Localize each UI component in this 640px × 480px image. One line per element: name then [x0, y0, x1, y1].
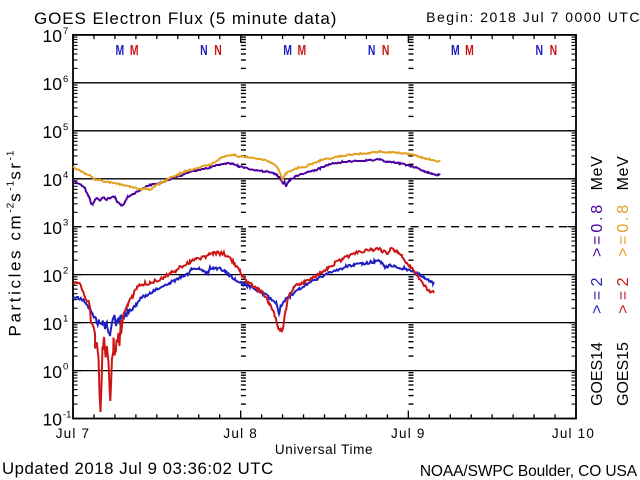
svg-text:>=0.8: >=0.8: [615, 202, 632, 257]
svg-text:>=2: >=2: [615, 273, 632, 314]
svg-text:M: M: [283, 42, 292, 58]
svg-text:M: M: [130, 42, 139, 58]
svg-text:GOES14: GOES14: [589, 342, 606, 406]
svg-text:MeV: MeV: [615, 156, 632, 191]
svg-text:M: M: [451, 42, 460, 58]
svg-text:10: 10: [43, 362, 63, 382]
svg-text:GOES Electron Flux (5 minute d: GOES Electron Flux (5 minute data): [34, 9, 337, 28]
svg-text:M: M: [298, 42, 307, 58]
svg-text:N: N: [214, 42, 222, 58]
svg-text:N: N: [382, 42, 390, 58]
svg-text:0: 0: [63, 362, 68, 373]
svg-text:10: 10: [43, 170, 63, 190]
svg-text:Jul 7: Jul 7: [56, 426, 91, 441]
svg-text:>=2: >=2: [589, 273, 606, 314]
svg-text:M: M: [465, 42, 474, 58]
svg-text:10: 10: [43, 314, 63, 334]
svg-text:10: 10: [43, 410, 63, 430]
svg-text:NOAA/SWPC Boulder, CO USA: NOAA/SWPC Boulder, CO USA: [420, 463, 638, 480]
svg-text:7: 7: [63, 26, 68, 37]
svg-text:N: N: [200, 42, 208, 58]
svg-text:10: 10: [43, 266, 63, 286]
svg-text:1: 1: [63, 314, 68, 325]
svg-text:Jul 10: Jul 10: [552, 426, 595, 441]
svg-text:3: 3: [63, 218, 68, 229]
svg-text:6: 6: [63, 74, 68, 85]
svg-text:10: 10: [43, 218, 63, 238]
svg-text:N: N: [536, 42, 544, 58]
svg-text:Updated 2018 Jul 9 03:36:02 U: Updated 2018 Jul 9 03:36:02 UTC: [2, 459, 274, 478]
svg-text:10: 10: [43, 74, 63, 94]
svg-text:Particles cm-2s-1sr-1: Particles cm-2s-1sr-1: [6, 150, 25, 337]
svg-text:N: N: [550, 42, 558, 58]
svg-text:Jul 9: Jul 9: [391, 426, 426, 441]
svg-text:10: 10: [43, 122, 63, 142]
svg-text:N: N: [368, 42, 376, 58]
svg-text:M: M: [116, 42, 125, 58]
svg-text:-1: -1: [63, 410, 71, 421]
svg-text:MeV: MeV: [589, 156, 606, 191]
svg-text:4: 4: [63, 170, 68, 181]
svg-text:Jul 8: Jul 8: [223, 426, 258, 441]
svg-text:5: 5: [63, 122, 68, 133]
svg-text:GOES15: GOES15: [615, 342, 632, 406]
svg-text:2: 2: [63, 266, 68, 277]
svg-text:Universal Time: Universal Time: [275, 442, 373, 457]
svg-text:Begin: 2018 Jul 7 0000 UTC: Begin: 2018 Jul 7 0000 UTC: [426, 9, 640, 25]
svg-text:10: 10: [43, 26, 63, 46]
svg-text:>=0.8: >=0.8: [589, 202, 606, 257]
